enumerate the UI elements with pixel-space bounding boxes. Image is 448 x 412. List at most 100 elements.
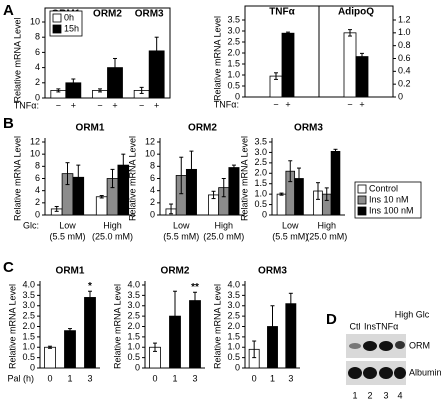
y-tick-label: 10 (30, 16, 40, 26)
x-tick-label: ORM2 (93, 9, 122, 20)
group-label: − (56, 100, 61, 110)
band (379, 367, 393, 379)
y-tick-label: 0 (35, 209, 40, 219)
x-tick-label: 3 (87, 373, 92, 383)
bar (330, 150, 341, 216)
group-label: − (347, 99, 352, 109)
y-tick-label: 4.0 (22, 279, 35, 289)
y-tick-label: 1.5 (254, 178, 267, 188)
y-tick-label: 6 (35, 173, 40, 183)
bar (355, 56, 369, 98)
legend-swatch (357, 184, 367, 194)
bar (44, 346, 56, 369)
y-tick-label: 2.5 (254, 157, 267, 167)
lane-label: TNFα (376, 321, 399, 331)
y-tick-label: 2.0 (227, 47, 240, 57)
y-axis-label: Relative mRNA Level (127, 136, 137, 221)
y-tick-label: 2 (35, 197, 40, 207)
y-tick-label: 6 (35, 47, 40, 57)
x-tick-sublabel: (5.5 mM) (272, 231, 308, 241)
legend-label: Ins 100 nM (369, 205, 414, 215)
y-tick-label: 3.0 (254, 147, 267, 157)
y-axis-label: Relative mRNA Level (12, 136, 22, 221)
y-tick-label: 1.0 (227, 342, 240, 352)
y-tick-label: 8 (35, 161, 40, 171)
band (363, 367, 377, 379)
y-tick-label: 1.5 (127, 331, 140, 341)
y-tick-label: 1.5 (22, 331, 35, 341)
y-tick-label: 2.0 (127, 321, 140, 331)
x-tick-label: High (317, 220, 336, 230)
y-tick-label: 1.0 (227, 69, 240, 79)
y-axis-label: Relative mRNA Level (212, 284, 222, 369)
x-axis-label: TNFα: (14, 100, 39, 110)
band (379, 341, 393, 351)
y-tick-label: 0.8 (398, 40, 411, 50)
x-tick-label: 3 (192, 373, 197, 383)
panel-label: B (3, 115, 14, 132)
row-label: Albumin (409, 367, 442, 377)
lane-number: 1 (352, 390, 357, 400)
x-axis-label: Glc: (23, 220, 39, 230)
legend-swatch (357, 195, 367, 205)
band (363, 341, 377, 351)
y-tick-label: 3.5 (227, 14, 240, 24)
y-tick-label: 0 (150, 209, 155, 219)
y-tick-label: 2.5 (127, 311, 140, 321)
x-tick-label: 0 (47, 373, 52, 383)
group-label: + (154, 100, 159, 110)
legend-swatch (52, 24, 62, 34)
lane-label: Ctl (350, 321, 361, 331)
x-tick-label: 0 (252, 373, 257, 383)
x-tick-label: 1 (172, 373, 177, 383)
y-tick-label: 1.5 (227, 331, 240, 341)
y-tick-label: 0.5 (127, 352, 140, 362)
y-tick-label: 3.5 (22, 290, 35, 300)
panel-label: C (3, 259, 14, 276)
y-tick-label: 1.0 (127, 342, 140, 352)
x-tick-sublabel: (5.5 mM) (50, 231, 86, 241)
legend-swatch (52, 13, 62, 23)
y-tick-label: 3.0 (22, 300, 35, 310)
chart-title: ORM1 (56, 266, 85, 277)
y-tick-label: 8 (150, 161, 155, 171)
chart-title: ORM3 (258, 266, 287, 277)
y-axis-label: Relative mRNA Level (7, 284, 17, 369)
y-tick-label: 1.0 (254, 189, 267, 199)
x-tick-label: 0 (152, 373, 157, 383)
y-tick-label: 0.5 (254, 199, 267, 209)
y-tick-label: 0.4 (398, 66, 411, 76)
x-tick-sublabel: (25.0 mM) (306, 231, 347, 241)
group-label: − (273, 99, 278, 109)
x-tick-sublabel: (5.5 mM) (163, 231, 199, 241)
bar (276, 193, 287, 216)
y-tick-label: 12 (145, 136, 155, 146)
y-tick-label: 1.5 (227, 58, 240, 68)
y-tick-label: 2.0 (254, 168, 267, 178)
category-label: AdipoQ (338, 7, 374, 18)
y-tick-label: 3.5 (254, 136, 267, 146)
x-tick-label: High (214, 220, 233, 230)
bar (95, 196, 108, 216)
y-tick-label: 3.0 (127, 300, 140, 310)
y-tick-label: 10 (145, 149, 155, 159)
x-axis-label: TNFα: (214, 99, 239, 109)
y-tick-label: 0 (235, 91, 240, 101)
band (395, 341, 405, 349)
x-tick-label: ORM3 (135, 9, 164, 20)
lane-number: 4 (397, 390, 402, 400)
group-label: − (139, 100, 144, 110)
x-tick-sublabel: (25.0 mM) (203, 231, 244, 241)
legend-label: 0h (64, 12, 74, 22)
y-tick-label: 0.5 (227, 352, 240, 362)
y-tick-label: 0.2 (398, 79, 411, 89)
y-tick-label: 4 (35, 185, 40, 195)
lane-label: Ins (364, 321, 377, 331)
y-axis-label: Relative mRNA Level (239, 136, 249, 221)
chart-title: ORM2 (188, 123, 217, 134)
y-tick-label: 0.6 (398, 53, 411, 63)
legend-label: Ins 10 nM (369, 194, 409, 204)
y-tick-label: 3.5 (127, 290, 140, 300)
group-label: + (285, 99, 290, 109)
